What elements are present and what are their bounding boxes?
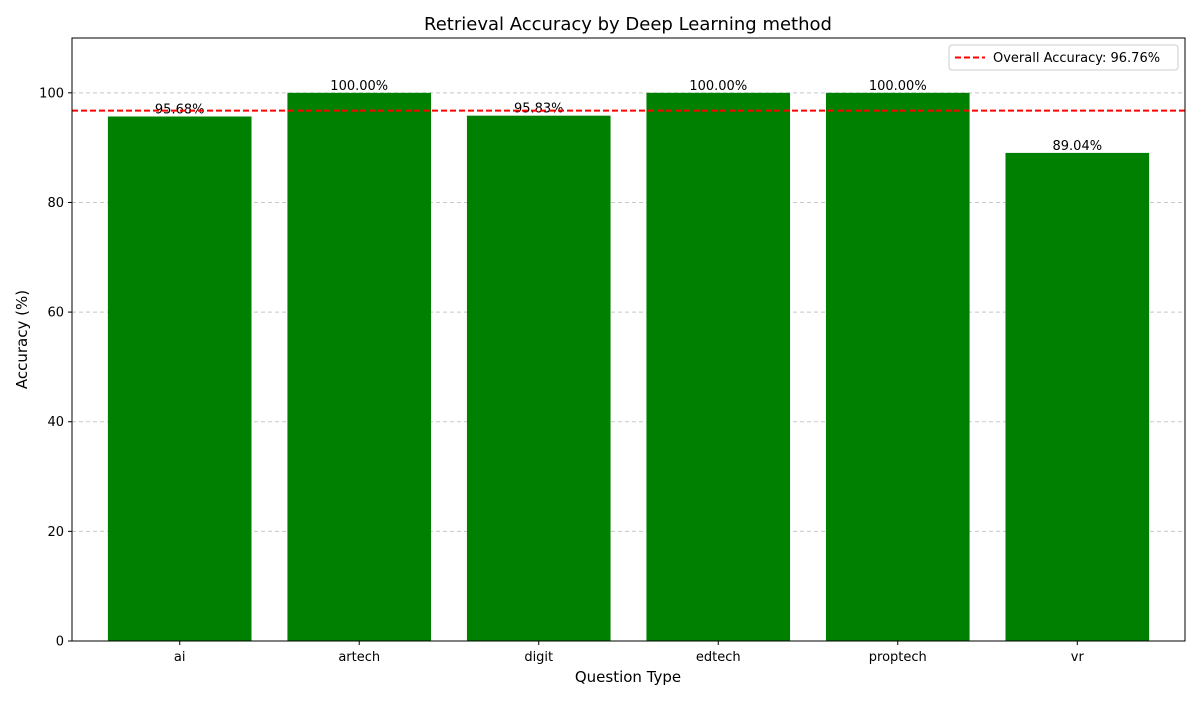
bar-proptech [825, 92, 970, 642]
y-axis-ticks: 0 20 40 60 80 100 [39, 86, 72, 650]
bar-ai [107, 116, 252, 641]
x-axis-ticks: ai artech digit edtech proptech vr [174, 641, 1085, 665]
y-tick-label: 40 [47, 415, 64, 430]
plot-frame [71, 37, 1186, 642]
legend-box [948, 44, 1179, 71]
bar-digit [466, 115, 611, 641]
bar-value-label: 95.68% [155, 102, 205, 117]
bar-value-label: 100.00% [869, 79, 927, 94]
y-tick-label: 100 [39, 86, 64, 101]
legend-label: Overall Accuracy: 96.76% [993, 51, 1160, 66]
chart-title: Retrieval Accuracy by Deep Learning meth… [424, 14, 832, 35]
x-tick-label: artech [338, 650, 380, 665]
bar-artech [287, 92, 432, 642]
bar-value-label: 100.00% [689, 79, 747, 94]
bars [107, 92, 1150, 642]
x-tick-label: edtech [696, 650, 741, 665]
y-tick-label: 60 [47, 306, 64, 321]
bar-value-labels: 95.68% 100.00% 95.83% 100.00% 100.00% 89.04% [155, 79, 1102, 154]
bar-value-label: 100.00% [330, 79, 388, 94]
bar-vr [1005, 152, 1150, 641]
x-tick-label: proptech [869, 650, 927, 665]
bar-value-label: 89.04% [1053, 139, 1103, 154]
x-tick-label: digit [524, 650, 553, 665]
x-tick-label: ai [174, 650, 186, 665]
y-axis-label: Accuracy (%) [13, 290, 31, 389]
x-axis-label: Question Type [575, 668, 681, 686]
y-tick-label: 80 [47, 196, 64, 211]
y-tick-label: 0 [56, 635, 64, 650]
legend: Overall Accuracy: 96.76% [948, 44, 1179, 71]
bar-edtech [646, 92, 791, 642]
bar-value-label: 95.83% [514, 102, 564, 117]
x-tick-label: vr [1071, 650, 1085, 665]
y-tick-label: 20 [47, 525, 64, 540]
